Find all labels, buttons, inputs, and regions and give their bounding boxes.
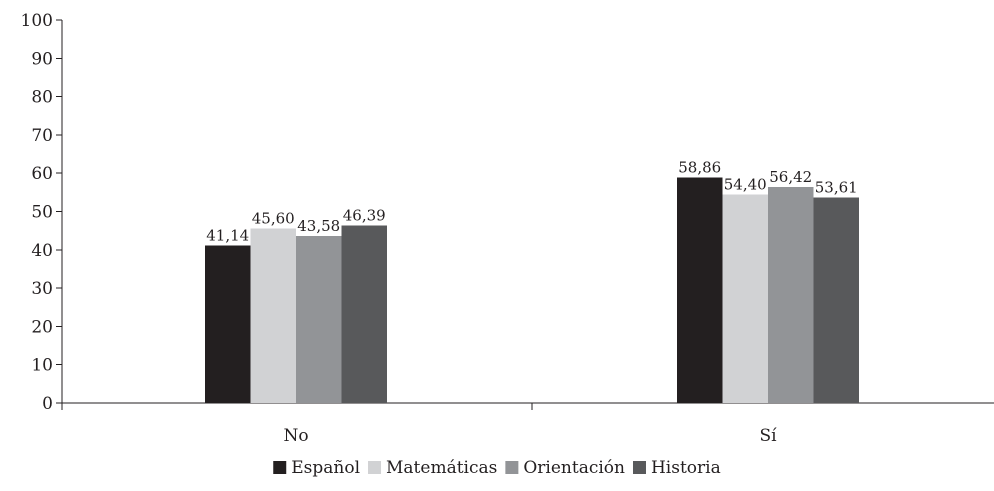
data-label: 41,14	[206, 226, 249, 244]
data-label: 43,58	[297, 217, 340, 235]
y-tick-label: 30	[31, 279, 53, 299]
legend-swatch	[273, 461, 287, 474]
y-tick-label: 90	[31, 49, 53, 69]
x-axis: No Sí	[61, 402, 994, 446]
bar-matemáticas-no	[250, 228, 296, 403]
legend-swatch	[632, 461, 646, 474]
legend-item: Orientación	[505, 458, 625, 478]
bar-historia-sí	[813, 197, 859, 403]
bar-orientación-no	[296, 236, 342, 403]
legend-swatch	[505, 461, 519, 474]
data-label: 46,39	[343, 206, 386, 224]
legend-item: Historia	[632, 458, 721, 478]
y-tick-label: 100	[21, 11, 53, 31]
data-label: 56,42	[769, 168, 812, 186]
data-label: 54,40	[724, 176, 767, 194]
bars	[205, 177, 859, 403]
x-category-label: No	[283, 426, 308, 446]
y-tick-label: 40	[31, 241, 53, 261]
y-tick-label: 70	[31, 126, 53, 146]
legend: Español Matemáticas Orientación Historia	[273, 458, 721, 478]
bar-español-sí	[677, 177, 723, 403]
legend-swatch	[368, 461, 382, 474]
legend-item: Matemáticas	[368, 458, 497, 478]
y-tick-label: 0	[42, 394, 53, 414]
legend-item: Español	[273, 458, 360, 478]
bar-orientación-sí	[768, 186, 814, 403]
data-label: 58,86	[678, 159, 721, 177]
legend-label: Historia	[651, 458, 721, 478]
data-label: 45,60	[252, 209, 295, 227]
legend-label: Matemáticas	[386, 458, 497, 478]
legend-label: Español	[291, 458, 360, 478]
y-tick-label: 50	[31, 203, 53, 223]
data-label: 53,61	[815, 179, 858, 197]
bar-historia-no	[341, 225, 387, 403]
y-tick-label: 10	[31, 356, 53, 376]
bar-matemáticas-sí	[722, 194, 768, 403]
y-tick-label: 60	[31, 164, 53, 184]
y-tick-label: 80	[31, 88, 53, 108]
bar-español-no	[205, 245, 251, 403]
y-axis: 0 10 20 30 40 50 60 70 80 90 100	[21, 11, 63, 414]
legend-label: Orientación	[523, 458, 625, 478]
y-tick-label: 20	[31, 317, 53, 337]
x-category-label: Sí	[759, 426, 777, 446]
